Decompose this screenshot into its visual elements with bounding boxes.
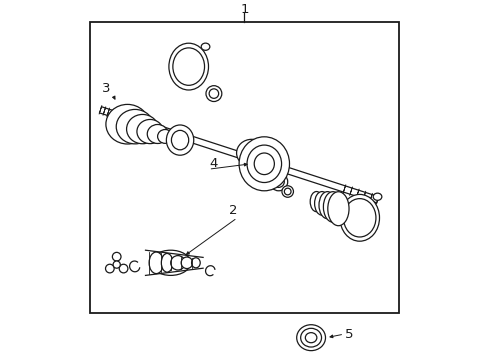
Ellipse shape (309, 192, 322, 212)
Ellipse shape (269, 173, 287, 191)
Ellipse shape (191, 258, 200, 268)
Ellipse shape (166, 125, 193, 155)
Ellipse shape (300, 328, 321, 347)
Text: 5: 5 (345, 328, 353, 341)
Bar (89, 22, 399, 313)
Ellipse shape (149, 252, 163, 274)
Text: 3: 3 (102, 82, 110, 95)
Ellipse shape (106, 104, 149, 144)
Ellipse shape (172, 48, 204, 85)
Ellipse shape (343, 199, 375, 237)
Ellipse shape (171, 130, 188, 150)
Ellipse shape (151, 250, 190, 275)
Ellipse shape (284, 188, 290, 195)
Ellipse shape (137, 120, 163, 144)
Ellipse shape (112, 252, 121, 261)
Ellipse shape (244, 143, 271, 167)
Ellipse shape (157, 130, 172, 143)
Ellipse shape (318, 192, 335, 219)
Ellipse shape (314, 192, 329, 215)
Ellipse shape (168, 43, 208, 90)
Ellipse shape (105, 264, 114, 273)
Ellipse shape (282, 186, 293, 197)
Ellipse shape (236, 139, 266, 167)
Ellipse shape (239, 137, 289, 191)
Ellipse shape (296, 325, 325, 351)
Ellipse shape (170, 256, 185, 270)
Ellipse shape (201, 43, 209, 50)
Text: 1: 1 (240, 3, 248, 15)
Text: 2: 2 (229, 204, 238, 217)
Ellipse shape (260, 150, 281, 169)
Ellipse shape (252, 146, 276, 168)
Ellipse shape (116, 109, 154, 144)
Ellipse shape (268, 153, 286, 170)
Ellipse shape (273, 176, 284, 188)
Ellipse shape (205, 86, 222, 102)
Ellipse shape (147, 125, 168, 144)
Ellipse shape (126, 114, 158, 144)
Ellipse shape (339, 194, 379, 241)
Ellipse shape (323, 192, 342, 222)
Ellipse shape (161, 253, 172, 272)
Ellipse shape (254, 153, 274, 175)
Ellipse shape (181, 257, 192, 269)
Ellipse shape (327, 192, 348, 226)
Ellipse shape (246, 145, 281, 183)
Ellipse shape (119, 264, 128, 273)
Ellipse shape (305, 333, 316, 343)
Ellipse shape (372, 193, 381, 200)
Text: 4: 4 (209, 157, 218, 170)
Ellipse shape (209, 89, 218, 98)
Ellipse shape (113, 261, 120, 268)
